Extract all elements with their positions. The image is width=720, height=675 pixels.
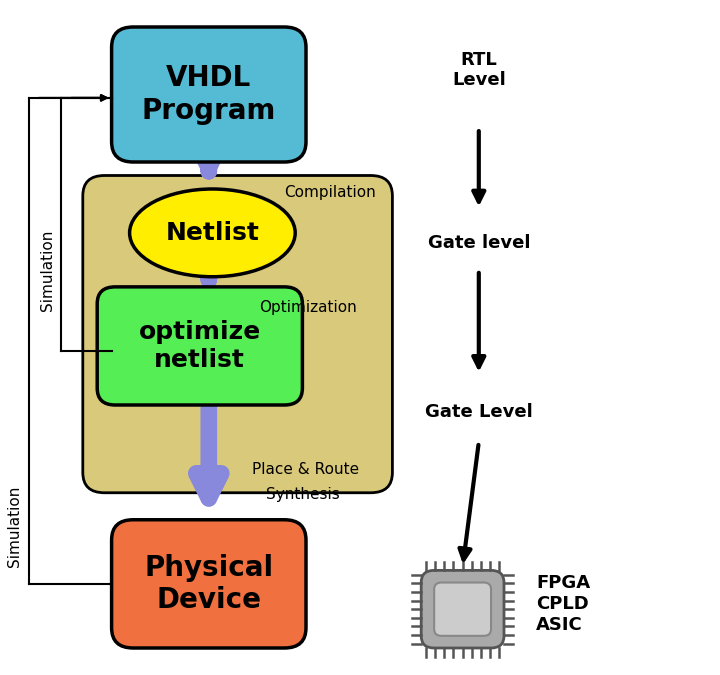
Text: RTL
Level: RTL Level	[452, 51, 505, 89]
FancyBboxPatch shape	[112, 27, 306, 162]
Text: Gate Level: Gate Level	[425, 403, 533, 421]
Text: Gate level: Gate level	[428, 234, 530, 252]
Text: Compilation: Compilation	[284, 185, 376, 200]
FancyBboxPatch shape	[97, 287, 302, 405]
FancyBboxPatch shape	[83, 176, 392, 493]
Text: VHDL
Program: VHDL Program	[142, 64, 276, 125]
Text: Physical
Device: Physical Device	[144, 554, 274, 614]
Text: Netlist: Netlist	[166, 221, 259, 245]
FancyBboxPatch shape	[112, 520, 306, 648]
FancyBboxPatch shape	[421, 570, 504, 648]
Text: Simulation: Simulation	[40, 230, 55, 310]
Text: Optimization: Optimization	[259, 300, 357, 315]
Text: Place & Route: Place & Route	[252, 462, 359, 477]
Text: FPGA
CPLD
ASIC: FPGA CPLD ASIC	[536, 574, 590, 634]
Text: optimize
netlist: optimize netlist	[139, 320, 261, 372]
Text: Synthesis: Synthesis	[266, 487, 340, 502]
Ellipse shape	[130, 189, 295, 277]
FancyBboxPatch shape	[434, 583, 491, 636]
Text: Simulation: Simulation	[7, 486, 22, 567]
